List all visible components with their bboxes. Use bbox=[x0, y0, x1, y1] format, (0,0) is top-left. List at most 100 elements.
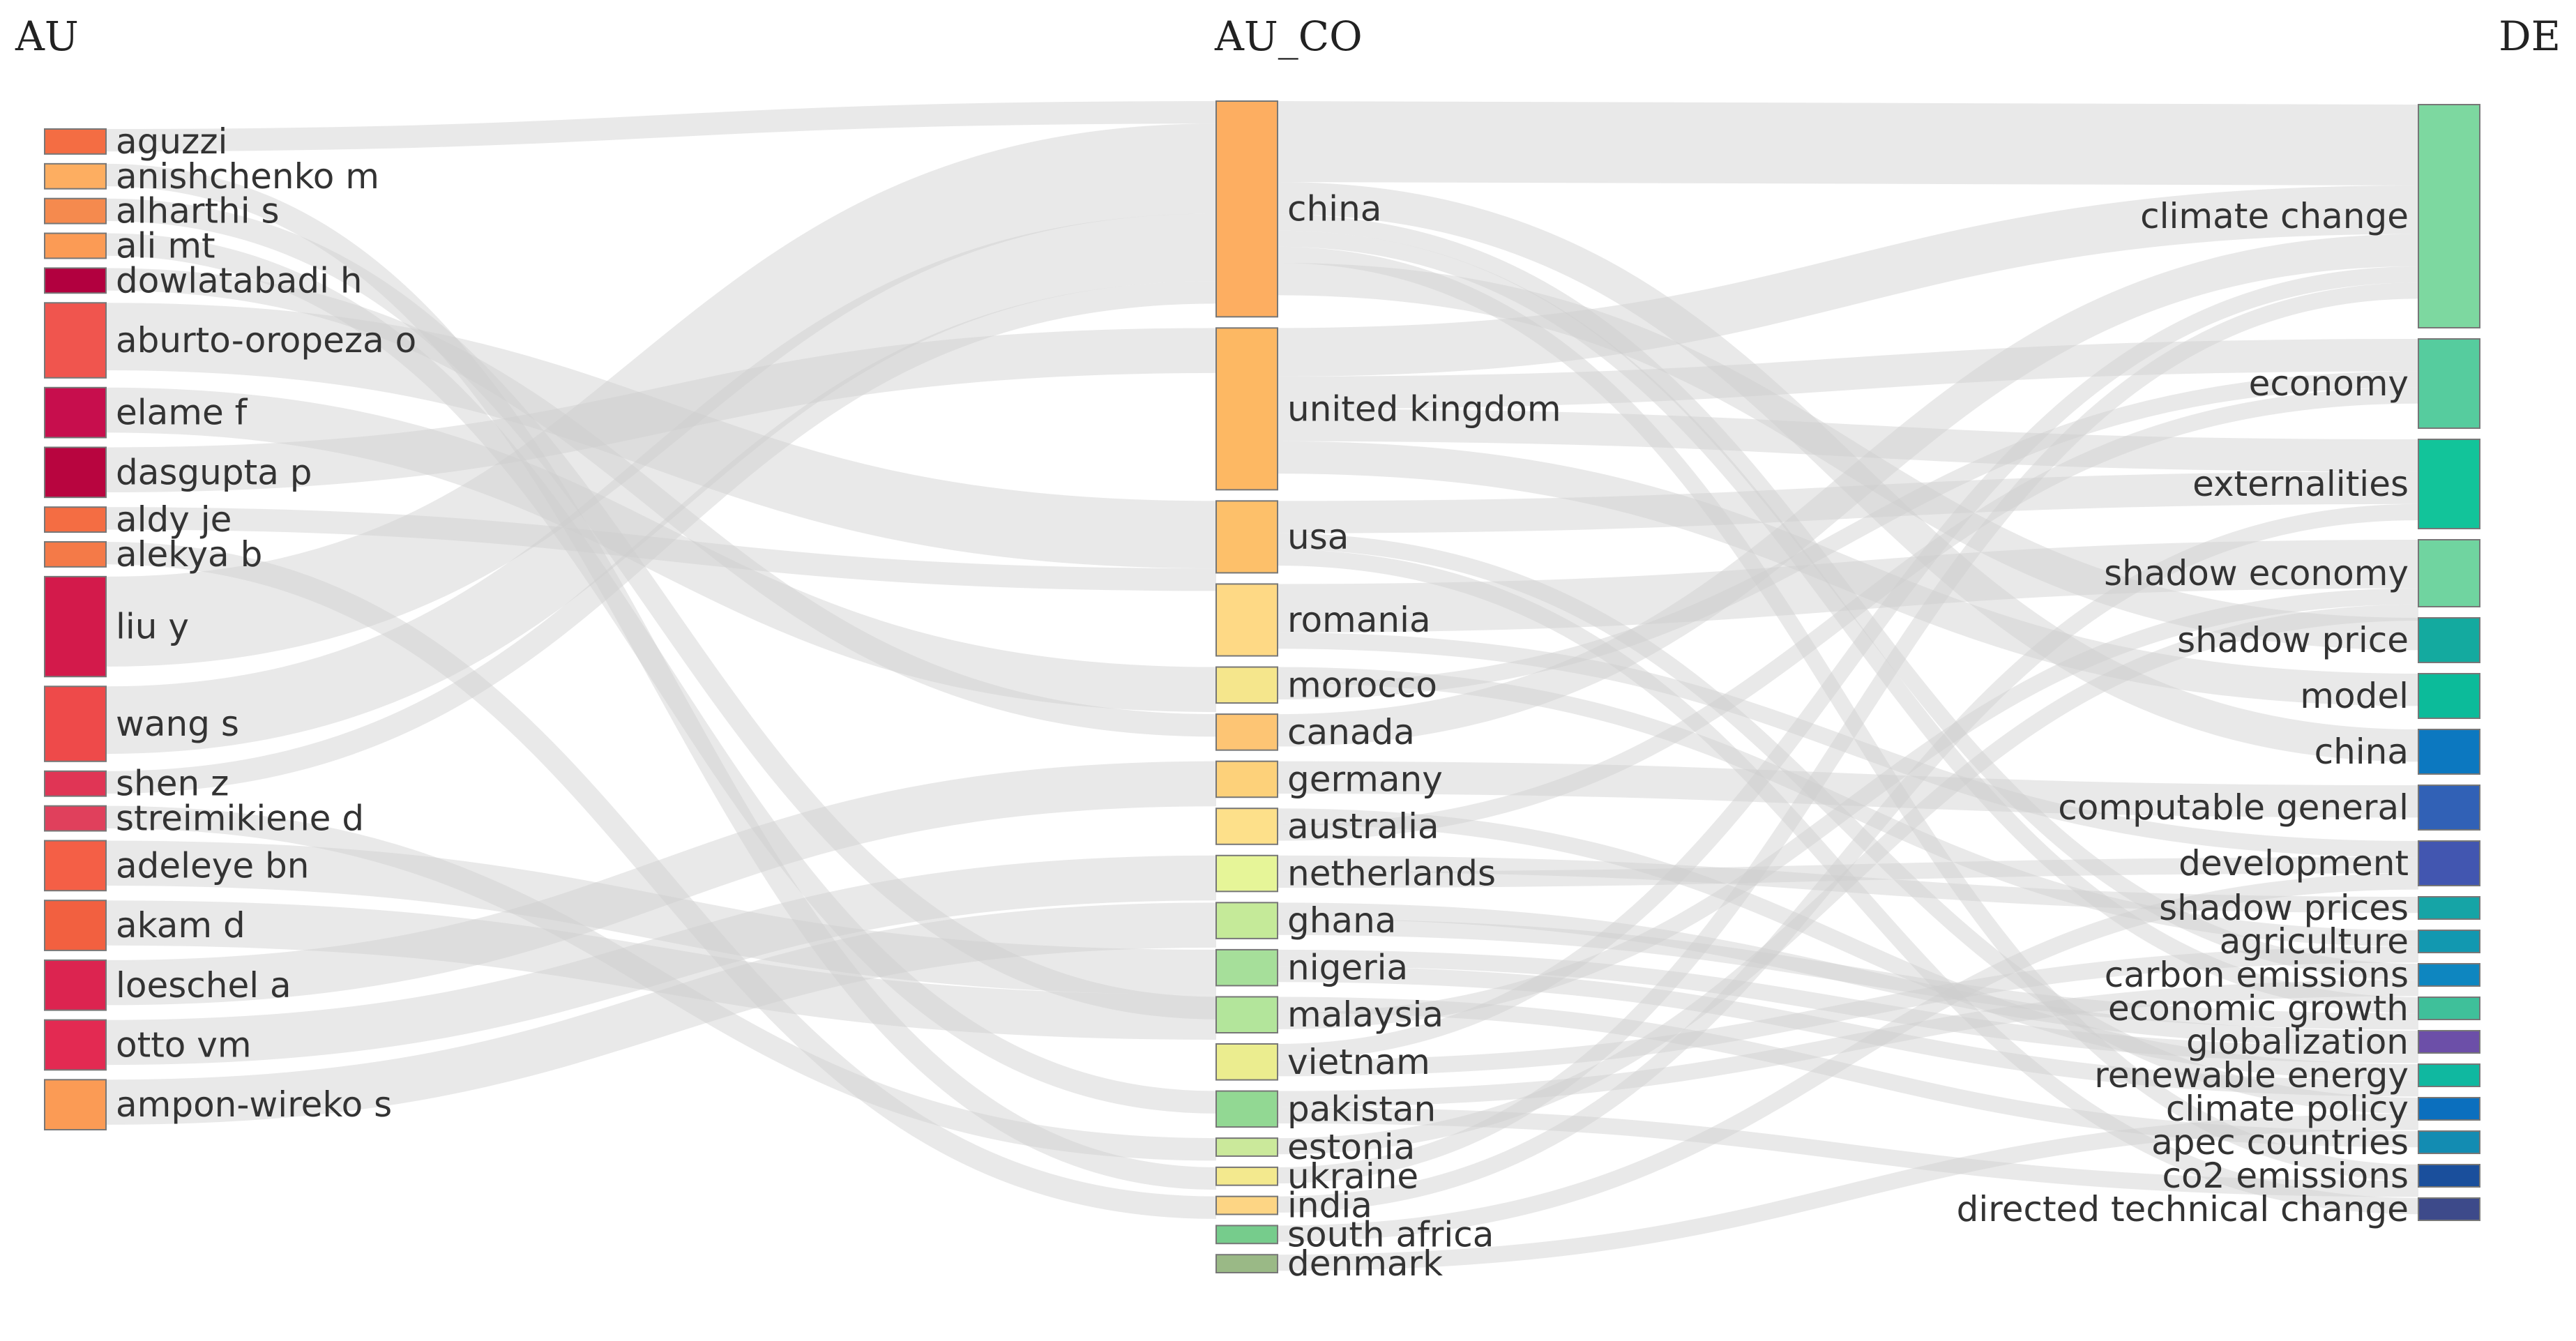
node-au-co-netherlands[interactable] bbox=[1215, 854, 1278, 893]
node-de-climate-policy[interactable] bbox=[2418, 1097, 2480, 1121]
node-au-co-malaysia[interactable] bbox=[1215, 996, 1278, 1034]
node-de-carbon-emissions[interactable] bbox=[2418, 963, 2480, 987]
node-au-elame-f[interactable] bbox=[44, 386, 107, 439]
flow-link-romania-to-development[interactable] bbox=[1277, 632, 2419, 858]
node-au-aburto-oropeza-o[interactable] bbox=[44, 302, 107, 379]
node-au-dasgupta-p[interactable] bbox=[44, 446, 107, 499]
flow-link-usa-to-climate-policy[interactable] bbox=[1277, 533, 2419, 1114]
node-au-co-estonia[interactable] bbox=[1215, 1137, 1278, 1157]
flow-link-denmark-to-climate-policy[interactable] bbox=[1277, 1114, 2419, 1271]
node-au-co-united-kingdom[interactable] bbox=[1215, 327, 1278, 491]
flow-link-united-kingdom-to-model[interactable] bbox=[1277, 441, 2419, 706]
flow-link-malaysia-to-apec-countries[interactable] bbox=[1277, 997, 2419, 1148]
flow-link-adeleye-bn-to-nigeria[interactable] bbox=[105, 840, 1217, 995]
flow-link-morocco-to-economy[interactable] bbox=[1277, 371, 2419, 699]
flow-link-australia-to-renewable-energy[interactable] bbox=[1277, 808, 2419, 1081]
node-au-co-india[interactable] bbox=[1215, 1195, 1278, 1215]
node-de-co2-emissions[interactable] bbox=[2418, 1164, 2480, 1188]
flow-link-malaysia-to-shadow-economy[interactable] bbox=[1277, 588, 2419, 1029]
node-au-anishchenko-m[interactable] bbox=[44, 162, 107, 190]
flow-link-usa-to-externalities[interactable] bbox=[1277, 471, 2419, 533]
flow-link-china-to-economic-growth[interactable] bbox=[1277, 230, 2419, 1014]
flow-link-elame-f-to-morocco[interactable] bbox=[105, 387, 1217, 713]
flow-link-ghana-to-globalization[interactable] bbox=[1277, 902, 2419, 1047]
node-au-liu-y[interactable] bbox=[44, 575, 107, 678]
flow-link-alekya-b-to-india[interactable] bbox=[105, 542, 1217, 1219]
node-au-co-pakistan[interactable] bbox=[1215, 1090, 1278, 1128]
node-de-economy[interactable] bbox=[2418, 338, 2480, 429]
node-de-shadow-economy[interactable] bbox=[2418, 539, 2480, 607]
node-de-computable-general[interactable] bbox=[2418, 785, 2480, 831]
flow-link-liu-y-to-china[interactable] bbox=[105, 123, 1217, 667]
flow-link-australia-to-economy[interactable] bbox=[1277, 387, 2419, 841]
node-au-ali-mt[interactable] bbox=[44, 232, 107, 259]
node-au-co-morocco[interactable] bbox=[1215, 666, 1278, 704]
node-au-aldy-je[interactable] bbox=[44, 506, 107, 533]
flow-link-ali-mt-to-pakistan[interactable] bbox=[105, 233, 1217, 1114]
flow-link-china-to-china[interactable] bbox=[1277, 182, 2419, 762]
flow-link-china-to-climate-change[interactable] bbox=[1277, 101, 2419, 185]
flow-link-morocco-to-agriculture[interactable] bbox=[1277, 667, 2419, 947]
flow-link-united-kingdom-to-climate-change[interactable] bbox=[1277, 185, 2419, 377]
node-au-dowlatabadi-h[interactable] bbox=[44, 267, 107, 294]
node-de-model[interactable] bbox=[2418, 673, 2480, 719]
flow-link-germany-to-computable-general[interactable] bbox=[1277, 761, 2419, 818]
node-au-alharthi-s[interactable] bbox=[44, 197, 107, 225]
flow-link-usa-to-directed-technical-change[interactable] bbox=[1277, 549, 2419, 1215]
flow-link-netherlands-to-shadow-prices[interactable] bbox=[1277, 855, 2419, 914]
flow-link-dowlatabadi-h-to-canada[interactable] bbox=[105, 268, 1217, 737]
node-de-shadow-prices[interactable] bbox=[2418, 896, 2480, 920]
flow-link-china-to-co2-emissions[interactable] bbox=[1277, 246, 2419, 1181]
node-au-aguzzi[interactable] bbox=[44, 128, 107, 155]
node-de-apec-countries[interactable] bbox=[2418, 1130, 2480, 1154]
node-au-co-romania[interactable] bbox=[1215, 583, 1278, 657]
node-au-co-china[interactable] bbox=[1215, 100, 1278, 318]
node-de-directed-technical-change[interactable] bbox=[2418, 1197, 2480, 1221]
node-au-co-australia[interactable] bbox=[1215, 808, 1278, 845]
flow-link-aburto-oropeza-o-to-usa[interactable] bbox=[105, 303, 1217, 569]
flow-link-wang-s-to-china[interactable] bbox=[105, 213, 1217, 755]
node-de-climate-change[interactable] bbox=[2418, 104, 2480, 328]
node-au-co-nigeria[interactable] bbox=[1215, 948, 1278, 987]
flow-link-loeschel-a-to-germany[interactable] bbox=[105, 761, 1217, 1006]
flow-link-china-to-carbon-emissions[interactable] bbox=[1277, 214, 2419, 980]
flow-link-ampon-wireko-s-to-ghana[interactable] bbox=[105, 902, 1217, 1125]
node-au-akam-d[interactable] bbox=[44, 900, 107, 951]
node-de-agriculture[interactable] bbox=[2418, 930, 2480, 953]
flow-link-china-to-shadow-price[interactable] bbox=[1277, 263, 2419, 651]
node-au-co-denmark[interactable] bbox=[1215, 1254, 1278, 1273]
node-de-globalization[interactable] bbox=[2418, 1030, 2480, 1054]
node-au-otto-vm[interactable] bbox=[44, 1019, 107, 1071]
flow-link-vietnam-to-climate-change[interactable] bbox=[1277, 266, 2419, 1061]
node-au-co-south-africa[interactable] bbox=[1215, 1225, 1278, 1245]
flow-link-streimikiene-d-to-estonia[interactable] bbox=[105, 805, 1217, 1161]
node-au-co-ukraine[interactable] bbox=[1215, 1166, 1278, 1186]
flow-link-pakistan-to-co2-emissions[interactable] bbox=[1277, 1107, 2419, 1197]
flow-link-shen-z-to-china[interactable] bbox=[105, 281, 1217, 794]
flow-link-ukraine-to-climate-change[interactable] bbox=[1277, 282, 2419, 1184]
node-au-alekya-b[interactable] bbox=[44, 541, 107, 568]
flow-link-vietnam-to-agriculture[interactable] bbox=[1277, 946, 2419, 1077]
node-au-ampon-wireko-s[interactable] bbox=[44, 1079, 107, 1130]
flow-link-aldy-je-to-usa[interactable] bbox=[105, 507, 1217, 591]
node-au-co-germany[interactable] bbox=[1215, 760, 1278, 798]
node-au-co-ghana[interactable] bbox=[1215, 902, 1278, 939]
flow-link-alharthi-s-to-malaysia[interactable] bbox=[105, 198, 1217, 1020]
flow-link-romania-to-shadow-economy[interactable] bbox=[1277, 540, 2419, 633]
flow-link-nigeria-to-globalization[interactable] bbox=[1277, 949, 2419, 1063]
flow-link-united-kingdom-to-economy[interactable] bbox=[1277, 339, 2419, 409]
flow-link-netherlands-to-development[interactable] bbox=[1277, 857, 2419, 888]
flow-link-nigeria-to-renewable-energy[interactable] bbox=[1277, 966, 2419, 1097]
flow-link-anishchenko-m-to-ukraine[interactable] bbox=[105, 163, 1217, 1190]
flow-link-united-kingdom-to-externalities[interactable] bbox=[1277, 409, 2419, 472]
node-de-development[interactable] bbox=[2418, 840, 2480, 886]
flow-link-canada-to-climate-change[interactable] bbox=[1277, 234, 2419, 747]
node-de-shadow-price[interactable] bbox=[2418, 617, 2480, 663]
flow-link-akam-d-to-nigeria[interactable] bbox=[105, 900, 1217, 1040]
node-au-wang-s[interactable] bbox=[44, 685, 107, 762]
node-au-co-vietnam[interactable] bbox=[1215, 1043, 1278, 1081]
node-au-shen-z[interactable] bbox=[44, 770, 107, 797]
flow-link-pakistan-to-carbon-emissions[interactable] bbox=[1277, 980, 2419, 1107]
node-de-economic-growth[interactable] bbox=[2418, 997, 2480, 1020]
flow-link-south-africa-to-development[interactable] bbox=[1277, 873, 2419, 1242]
